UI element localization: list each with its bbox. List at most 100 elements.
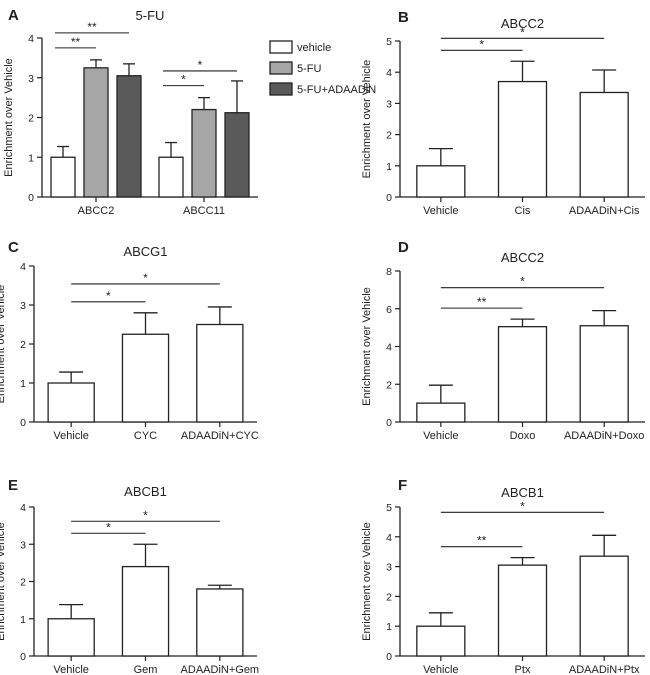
panel-letter: F	[398, 477, 407, 494]
x-tick-label: ABCC11	[183, 205, 225, 217]
bar	[497, 326, 548, 423]
bar	[121, 333, 170, 423]
legend: vehicle 5-FU 5-FU+ADAADiN	[269, 40, 376, 96]
significance-label: *	[106, 520, 111, 534]
significance-label: **	[477, 295, 487, 309]
y-tick-label: 4	[386, 67, 392, 79]
y-axis-label: Enrichment over Vehicle	[361, 60, 373, 179]
chart-title: ABCC2	[501, 16, 544, 31]
panel-letter: E	[8, 477, 18, 494]
bar	[196, 588, 244, 657]
y-tick-label: 0	[386, 417, 392, 429]
legend-swatch	[269, 82, 293, 96]
y-axis-label: Enrichment over Vehicle	[0, 285, 7, 404]
x-tick-label: CYC	[134, 430, 157, 442]
bar	[116, 75, 142, 198]
bar	[47, 382, 95, 423]
y-tick-label: 3	[20, 300, 26, 312]
y-tick-label: 0	[28, 192, 34, 204]
y-tick-label: 0	[20, 417, 26, 429]
x-tick-label: Doxo	[510, 430, 536, 442]
x-tick-label: Vehicle	[423, 205, 458, 217]
y-tick-label: 0	[20, 651, 26, 663]
y-tick-label: 1	[386, 161, 392, 173]
panel-f: F ABCB1 Enrichment over Vehicle 0 1 2 3 4 5 Vehic…	[361, 477, 645, 675]
chart-title: 5-FU	[136, 8, 165, 23]
significance-label: *	[520, 499, 525, 513]
panel-letter: C	[8, 239, 19, 256]
y-tick-label: 8	[386, 266, 392, 278]
significance-label: *	[181, 73, 186, 87]
significance-label: *	[143, 271, 148, 285]
bar	[579, 555, 629, 657]
x-tick-label: ABCC2	[78, 205, 115, 217]
panel-b: B ABCC2 Enrichment over Vehicle 0 1 2 3 4 5 Vehic…	[361, 9, 645, 217]
bar	[47, 618, 95, 657]
bar	[83, 67, 109, 198]
y-tick-label: 2	[386, 379, 392, 391]
x-tick-label: Vehicle	[53, 430, 88, 442]
legend-swatch	[269, 40, 293, 54]
significance-label: *	[143, 508, 148, 522]
significance-label: **	[87, 20, 97, 34]
chart-title: ABCG1	[123, 244, 167, 259]
legend-swatch	[269, 61, 293, 75]
y-tick-label: 2	[28, 113, 34, 125]
x-tick-label: Vehicle	[423, 664, 458, 675]
chart-title: ABCB1	[124, 484, 167, 499]
y-tick-label: 4	[20, 261, 26, 273]
y-tick-label: 5	[386, 502, 392, 514]
significance-label: **	[71, 35, 81, 49]
bar	[497, 564, 548, 657]
panel-letter: D	[398, 239, 409, 256]
y-tick-label: 6	[386, 304, 392, 316]
y-tick-label: 1	[20, 614, 26, 626]
bar	[196, 323, 244, 423]
x-tick-label: Gem	[134, 664, 158, 675]
significance-label: *	[106, 289, 111, 303]
y-tick-label: 4	[386, 532, 392, 544]
y-tick-label: 1	[20, 378, 26, 390]
significance-label: **	[477, 534, 487, 548]
bar	[579, 91, 629, 198]
y-tick-label: 2	[386, 591, 392, 603]
y-tick-label: 4	[386, 342, 392, 354]
bar	[224, 112, 250, 198]
y-tick-label: 0	[386, 651, 392, 663]
y-tick-label: 0	[386, 192, 392, 204]
y-tick-label: 4	[20, 502, 26, 514]
significance-label: *	[520, 275, 525, 289]
y-tick-label: 4	[28, 33, 34, 45]
panel-d: D ABCC2 Enrichment over Vehicle 0 2 4 6 8 Vehicl…	[361, 239, 645, 442]
y-tick-label: 3	[386, 98, 392, 110]
significance-label: *	[520, 25, 525, 39]
x-tick-label: Vehicle	[53, 664, 88, 675]
panel-a: A 5-FU Enrichment over Vehicle 0 1 2 3 4 ABCC2 AB…	[3, 7, 376, 217]
y-tick-label: 3	[28, 73, 34, 85]
legend-label: 5-FU	[297, 63, 322, 75]
panel-letter: B	[398, 9, 409, 26]
y-tick-label: 2	[20, 577, 26, 589]
y-tick-label: 3	[20, 539, 26, 551]
y-axis-label: Enrichment over Vehicle	[3, 58, 15, 177]
y-tick-label: 2	[20, 339, 26, 351]
chart-title: ABCB1	[501, 485, 544, 500]
bar	[191, 108, 217, 198]
y-axis-label: Enrichment over Vehicle	[361, 287, 373, 406]
bar	[416, 625, 466, 657]
significance-label: *	[198, 58, 203, 72]
y-tick-label: 2	[386, 130, 392, 142]
bar	[121, 565, 170, 657]
x-tick-label: ADAADiN+Gem	[181, 664, 260, 675]
x-tick-label: Ptx	[515, 664, 531, 675]
x-tick-label: ADAADiN+CYC	[181, 430, 259, 442]
panel-c: C ABCG1 Enrichment over Vehicle 0 1 2 3 4 Vehicl…	[0, 239, 259, 442]
x-tick-label: ADAADiN+Ptx	[569, 664, 640, 675]
y-tick-label: 5	[386, 36, 392, 48]
y-tick-label: 3	[386, 562, 392, 574]
bar	[50, 156, 76, 198]
panel-e: E ABCB1 Enrichment over Vehicle 0 1 2 3 4 Vehicl…	[0, 477, 259, 675]
x-tick-label: Cis	[515, 205, 531, 217]
y-tick-label: 1	[28, 152, 34, 164]
